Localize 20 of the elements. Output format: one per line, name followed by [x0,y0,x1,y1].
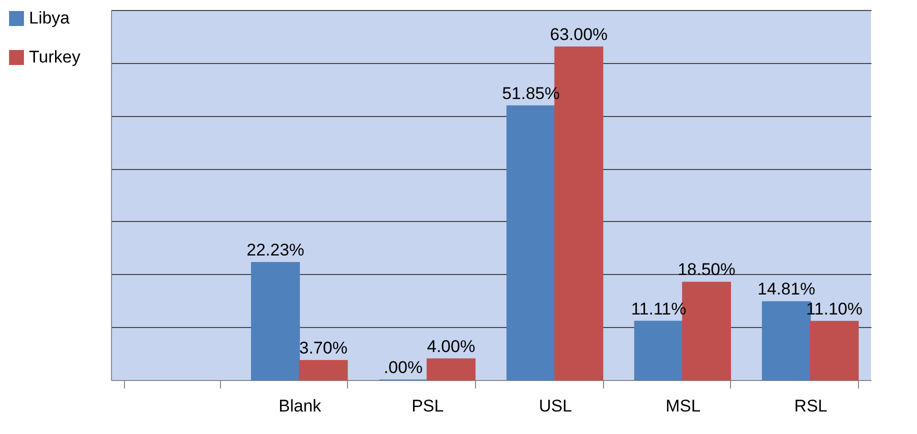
x-tick-label: Blank [278,396,322,416]
x-tick-label: RSL [794,396,828,416]
data-label: .00% [384,358,423,377]
bar [298,360,348,380]
x-tick-label: USL [538,396,572,416]
data-label: 4.00% [426,336,476,356]
bar [810,320,859,380]
data-label: 22.23% [246,240,304,260]
data-label: 3.70% [299,338,348,358]
legend-label: Turkey [29,48,81,66]
bar [634,320,684,380]
data-label: 11.10% [806,299,862,318]
x-tick-label: MSL [666,396,701,416]
x-tick-label: PSL [412,396,444,416]
data-label: 63.00% [550,25,608,44]
data-label: 14.81% [758,280,816,299]
legend-label: Libya [29,8,70,28]
bar [251,262,300,380]
bar [506,105,556,380]
bar [426,358,476,380]
